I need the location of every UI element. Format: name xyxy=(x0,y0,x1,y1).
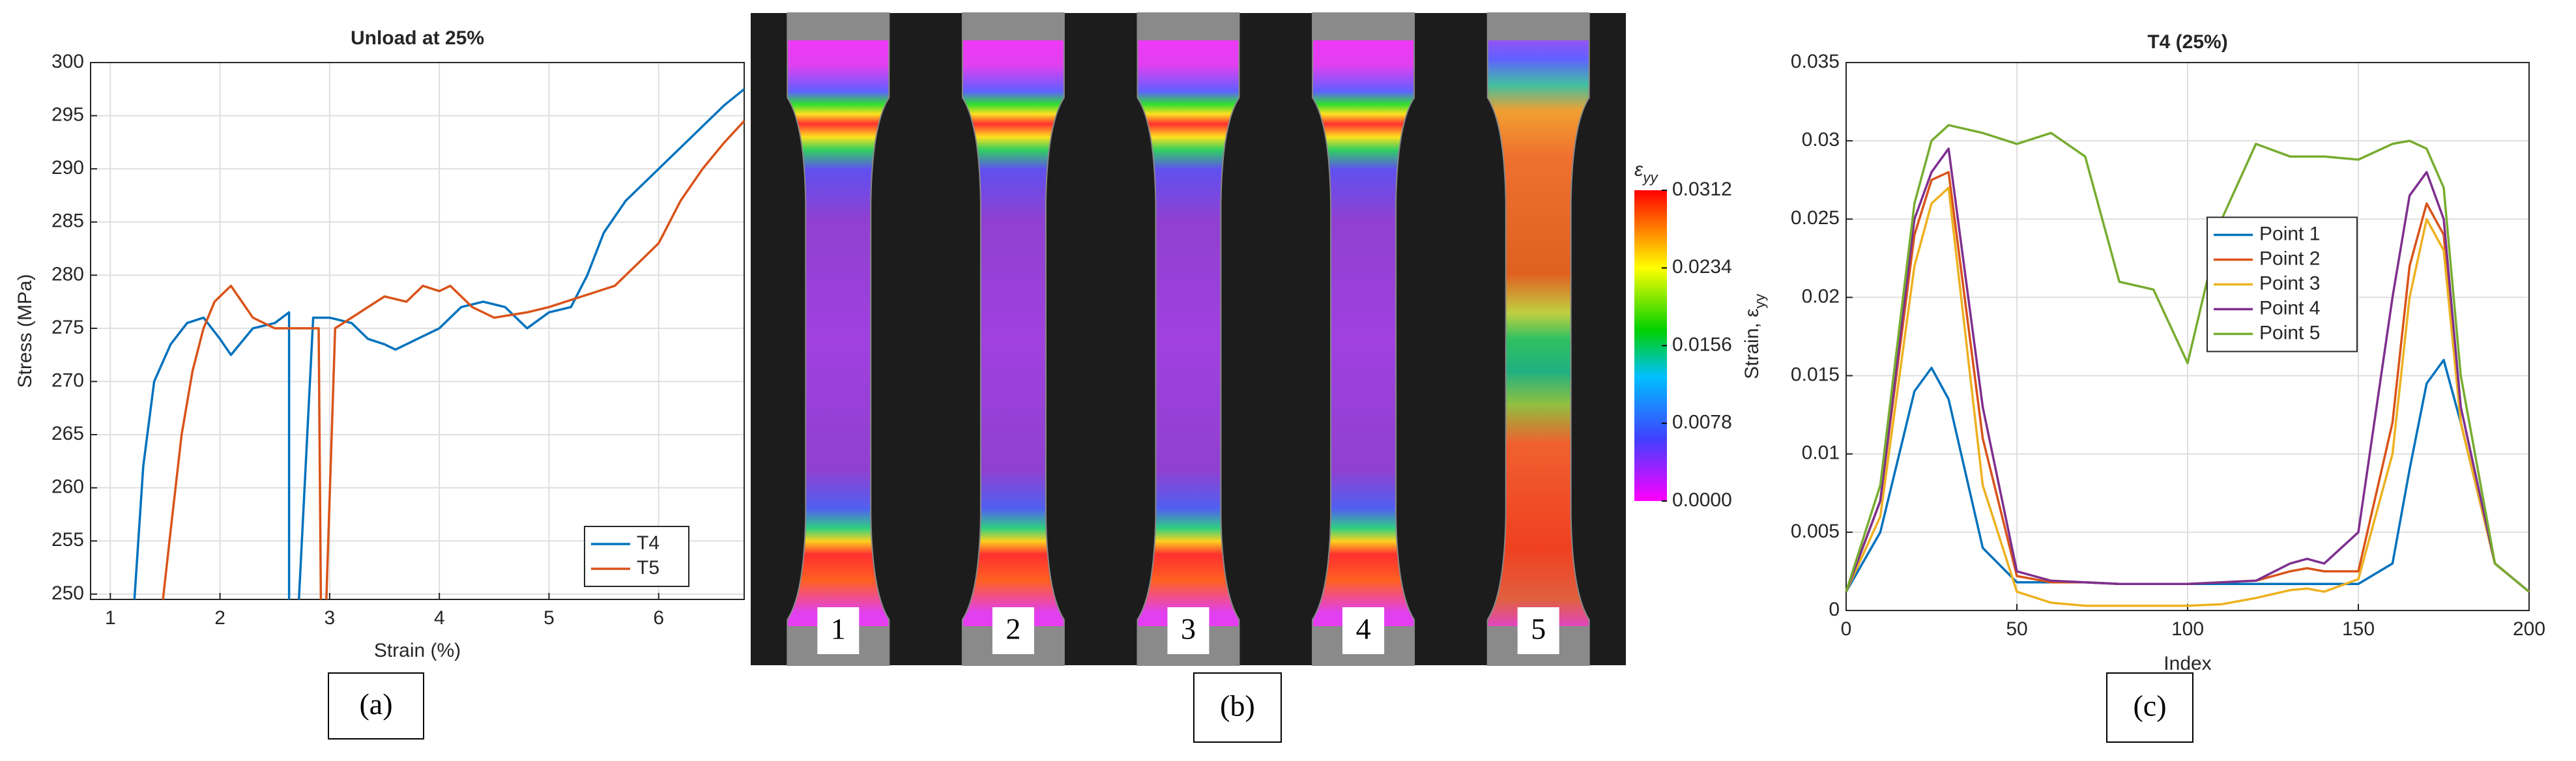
caption: (a) xyxy=(359,687,392,721)
y-tick-label: 285 xyxy=(51,210,84,232)
x-tick-label: 50 xyxy=(2006,618,2027,640)
x-axis-label: Index xyxy=(2164,653,2211,674)
legend-label: Point 5 xyxy=(2259,322,2320,343)
specimen-label: 1 xyxy=(831,612,846,646)
y-tick-label: 255 xyxy=(51,529,84,551)
grip xyxy=(1487,13,1589,40)
specimen-label: 4 xyxy=(1356,612,1371,646)
data-line xyxy=(162,120,745,600)
x-tick-label: 6 xyxy=(653,607,664,629)
data-line xyxy=(1845,358,2530,593)
caption-box xyxy=(2106,672,2193,743)
x-tick-label: 150 xyxy=(2342,618,2375,640)
y-axis-label: Stress (MPa) xyxy=(14,274,36,388)
y-tick-label: 295 xyxy=(51,104,84,126)
specimen-label: 3 xyxy=(1181,612,1196,646)
y-tick-label: 0.03 xyxy=(1802,129,1840,151)
legend-label: Point 4 xyxy=(2259,297,2320,319)
x-tick-label: 4 xyxy=(434,607,445,629)
y-tick-label: 290 xyxy=(51,157,84,179)
x-tick-label: 0 xyxy=(1841,618,1852,640)
colorbar-tick-label: 0.0000 xyxy=(1672,489,1732,511)
y-tick-label: 0.015 xyxy=(1791,364,1840,385)
y-tick-label: 0.005 xyxy=(1791,521,1840,542)
x-tick-label: 100 xyxy=(2171,618,2204,640)
specimen-label-box xyxy=(1517,607,1559,654)
legend-label: Point 1 xyxy=(2259,223,2320,244)
y-tick-label: 0 xyxy=(1829,599,1840,620)
grip xyxy=(1137,13,1239,40)
y-tick-label: 300 xyxy=(51,51,84,72)
x-tick-label: 2 xyxy=(214,607,225,629)
grip xyxy=(962,13,1064,40)
chart-title: Unload at 25% xyxy=(351,27,484,49)
x-tick-label: 200 xyxy=(2513,618,2545,640)
y-tick-label: 280 xyxy=(51,263,84,285)
colorbar-tick-label: 0.0312 xyxy=(1672,179,1732,200)
x-tick-label: 3 xyxy=(325,607,336,629)
y-tick-label: 270 xyxy=(51,369,84,391)
specimen-label: 2 xyxy=(1006,612,1020,646)
data-line xyxy=(1845,186,2530,607)
specimen-label-box xyxy=(992,607,1034,654)
x-tick-label: 5 xyxy=(543,607,555,629)
colorbar-tick-label: 0.0234 xyxy=(1672,256,1732,278)
caption-box xyxy=(1193,672,1282,743)
legend-label: Point 2 xyxy=(2259,248,2320,269)
y-tick-label: 0.01 xyxy=(1802,442,1840,464)
y-tick-label: 0.02 xyxy=(1802,285,1840,307)
y-tick-label: 0.035 xyxy=(1791,51,1840,72)
y-tick-label: 260 xyxy=(51,476,84,498)
data-line xyxy=(133,88,745,600)
colorbar-tick-label: 0.0078 xyxy=(1672,412,1732,433)
caption: (c) xyxy=(2133,689,2166,723)
subscript: yy xyxy=(1642,169,1658,186)
data-line xyxy=(1845,147,2530,593)
legend-box xyxy=(584,526,689,587)
legend-label: T5 xyxy=(637,557,659,579)
specimen-label-box xyxy=(817,607,860,654)
legend-label: T4 xyxy=(637,532,659,554)
plot-frame xyxy=(90,62,745,600)
grip xyxy=(787,13,890,40)
y-tick-label: 265 xyxy=(51,423,84,444)
chart-title: T4 (25%) xyxy=(2147,31,2227,53)
colorbar xyxy=(1634,190,1667,501)
caption: (b) xyxy=(1220,689,1255,723)
specimen-label-box xyxy=(1167,607,1209,654)
y-tick-label: 250 xyxy=(51,582,84,604)
legend-label: Point 3 xyxy=(2259,272,2320,294)
grip xyxy=(1312,13,1415,40)
caption-box xyxy=(328,672,424,739)
colorbar-tick-label: 0.0156 xyxy=(1672,334,1732,355)
specimen-label-box xyxy=(1342,607,1385,654)
y-tick-label: 275 xyxy=(51,317,84,338)
y-tick-label: 0.025 xyxy=(1791,207,1840,229)
plot-frame xyxy=(1845,62,2530,611)
x-axis-label: Strain (%) xyxy=(374,640,461,661)
x-tick-label: 1 xyxy=(105,607,116,629)
specimen-label: 5 xyxy=(1531,612,1546,646)
subscript: yy xyxy=(1752,293,1768,308)
